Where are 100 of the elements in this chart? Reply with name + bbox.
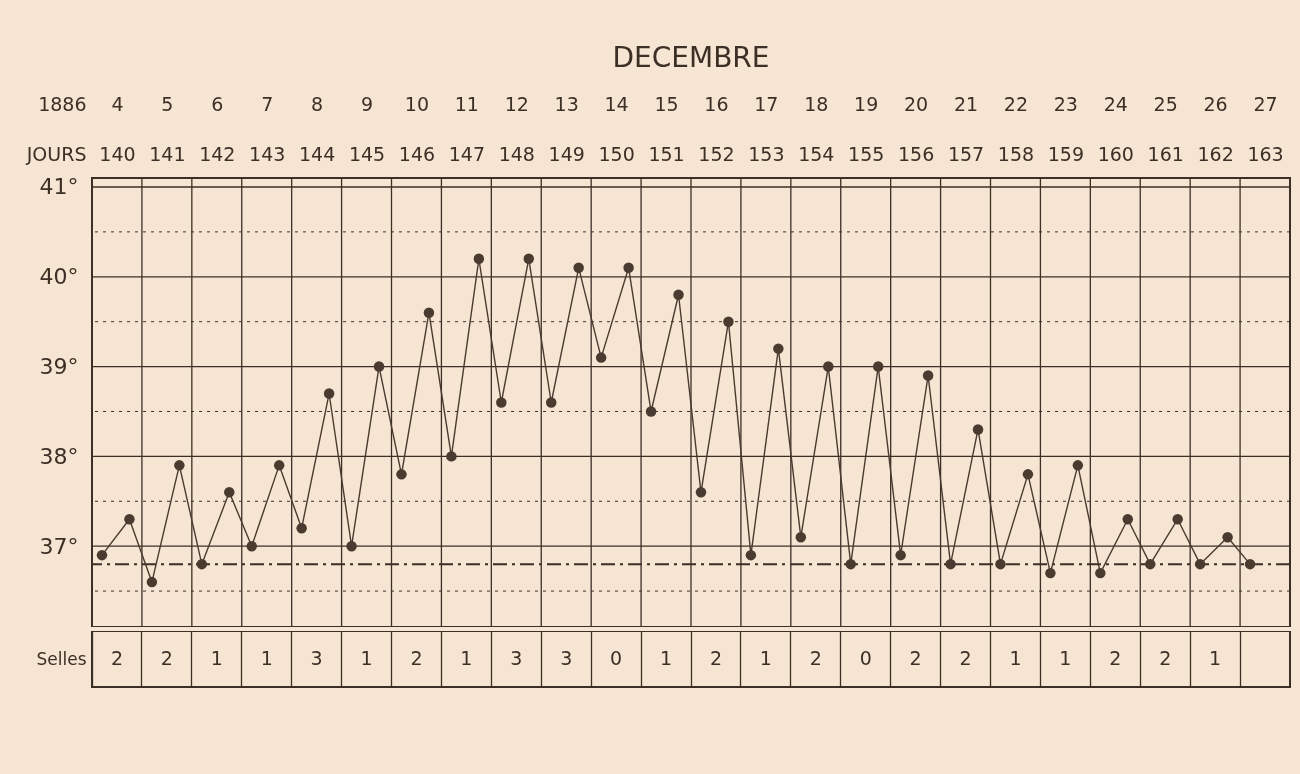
point — [174, 460, 185, 471]
data-label: 0 — [859, 647, 872, 669]
x-tick-label: 17 — [754, 92, 779, 115]
point — [545, 397, 557, 408]
x-tick-label: 24 — [1103, 92, 1128, 115]
x2-tick-label: 142 — [199, 142, 236, 165]
x2-tick-label: 145 — [348, 142, 386, 165]
point — [795, 531, 807, 543]
x2-tick-label: 141 — [149, 142, 186, 165]
x-tick-label: 10 — [404, 92, 430, 115]
x-tick-label: 4 — [111, 92, 124, 115]
x2-tick-label: 163 — [1247, 142, 1284, 165]
x-tick-label: 18 — [804, 92, 829, 115]
x-tick-label: 15 — [654, 92, 679, 115]
point — [773, 343, 784, 354]
point — [96, 549, 108, 561]
point — [895, 549, 906, 561]
point — [922, 370, 934, 381]
x2-tick-label: 162 — [1197, 142, 1234, 165]
point — [1172, 514, 1183, 525]
data-label: 1 — [1209, 647, 1222, 669]
x2-tick-label: 154 — [798, 142, 835, 165]
point — [1194, 558, 1206, 570]
x2-tick-label: 144 — [298, 142, 336, 165]
data-label: 1 — [659, 647, 673, 669]
point — [695, 487, 707, 498]
point — [273, 460, 285, 471]
data-label: 1 — [759, 647, 772, 669]
point — [995, 558, 1006, 570]
point — [1222, 531, 1233, 543]
x-tick-label: 16 — [704, 92, 729, 115]
x-tick-label: 9 — [360, 92, 374, 115]
x-tick-label: 7 — [261, 92, 274, 115]
x2-tick-label: 153 — [748, 142, 785, 165]
text: Selles — [36, 648, 87, 669]
x2-axis-title: JOURS — [25, 142, 87, 165]
x2-tick-label: 151 — [648, 142, 685, 165]
data-label: 1 — [460, 647, 473, 669]
data-label: 2 — [809, 647, 822, 669]
point — [323, 388, 335, 399]
x2-tick-label: 157 — [947, 142, 985, 165]
x-tick-label: 5 — [161, 92, 174, 115]
point — [1144, 558, 1156, 570]
point — [1045, 567, 1056, 579]
x2-tick-label: 143 — [249, 142, 286, 165]
data-label: 0 — [610, 647, 623, 669]
data-label: 3 — [310, 647, 323, 669]
y-tick-label: 40° — [39, 264, 79, 290]
data-label: 3 — [510, 647, 523, 669]
data-label: 2 — [110, 647, 124, 669]
point — [1095, 567, 1106, 579]
x2-tick-label: 159 — [1047, 142, 1085, 165]
x2-tick-label: 146 — [398, 142, 436, 165]
point — [446, 451, 457, 462]
data-label: 2 — [410, 647, 423, 669]
point — [146, 576, 158, 588]
point — [124, 514, 135, 525]
x-tick-label: 14 — [604, 92, 629, 115]
x-tick-label: 25 — [1153, 92, 1178, 115]
x-tick-label: 26 — [1203, 92, 1228, 115]
x2-tick-label: 160 — [1097, 142, 1134, 165]
data-label: 3 — [560, 647, 573, 669]
point — [1244, 558, 1256, 570]
data-label: 1 — [1059, 647, 1072, 669]
x2-tick-label: 140 — [99, 142, 136, 165]
data-label: 1 — [260, 647, 273, 669]
point — [872, 361, 884, 372]
point — [473, 253, 485, 265]
x2-tick-label: 148 — [498, 142, 535, 165]
point — [673, 289, 684, 300]
data-label: 2 — [909, 647, 922, 669]
y-tick-label: 39° — [39, 354, 79, 380]
point — [1022, 469, 1034, 480]
point — [623, 262, 634, 274]
point — [196, 558, 208, 570]
point — [496, 397, 507, 408]
data-label: 2 — [1159, 647, 1172, 669]
point — [845, 558, 856, 570]
point — [246, 540, 257, 552]
point — [346, 540, 357, 552]
y-tick-label: 41° — [39, 174, 79, 200]
x-tick-label: 22 — [1003, 92, 1029, 115]
point — [523, 253, 535, 265]
x-tick-label: 8 — [311, 92, 324, 115]
x2-tick-label: 155 — [848, 142, 885, 165]
x-tick-label: 12 — [504, 92, 529, 115]
point — [745, 549, 757, 561]
point — [595, 352, 607, 363]
x2-tick-label: 158 — [997, 142, 1035, 165]
x-tick-label: 11 — [454, 92, 479, 115]
data-label: 2 — [709, 647, 723, 669]
x-tick-label: 13 — [554, 92, 579, 115]
data-label: 1 — [210, 647, 223, 669]
point — [1072, 460, 1084, 471]
x-axis-title: 1886 — [38, 92, 87, 115]
point — [573, 262, 584, 274]
x-tick-label: 21 — [953, 92, 979, 115]
point — [945, 558, 956, 570]
x2-tick-label: 147 — [448, 142, 486, 165]
x-tick-label: 19 — [854, 92, 879, 115]
